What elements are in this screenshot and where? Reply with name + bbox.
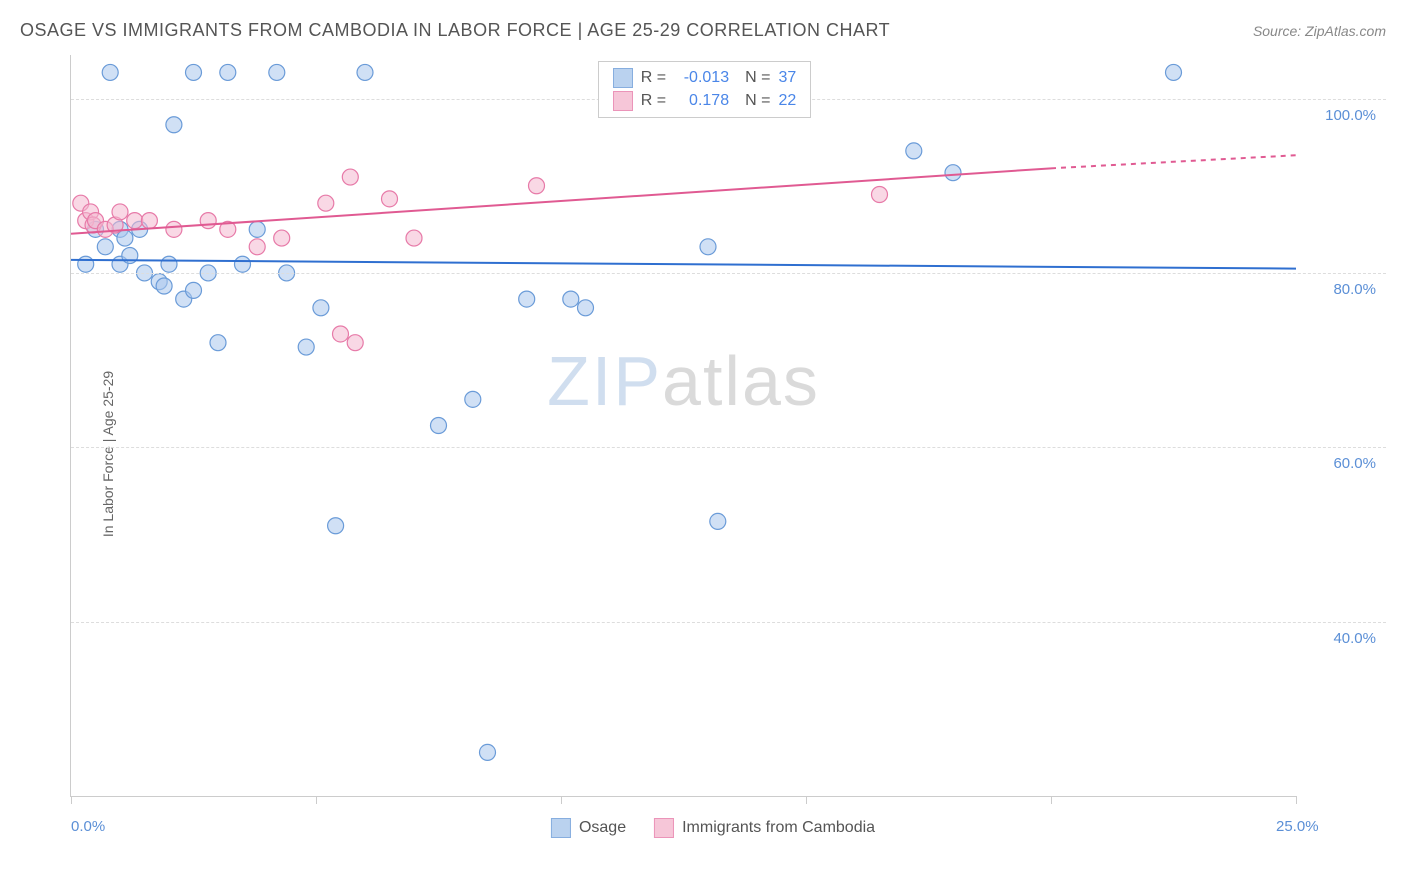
y-tick-label: 60.0%: [1333, 455, 1376, 472]
x-tick: [561, 796, 562, 804]
legend-bottom: Osage Immigrants from Cambodia: [551, 818, 875, 838]
gridline-h: [71, 447, 1386, 448]
data-point: [519, 291, 535, 307]
legend-bottom-label: Immigrants from Cambodia: [682, 819, 875, 837]
data-point: [166, 221, 182, 237]
data-point: [431, 418, 447, 434]
gridline-h: [71, 273, 1386, 274]
data-point: [112, 204, 128, 220]
data-point: [578, 300, 594, 316]
data-point: [563, 291, 579, 307]
legend-top-row: R = 0.178 N = 22: [613, 91, 796, 111]
data-point: [78, 256, 94, 272]
gridline-h: [71, 622, 1386, 623]
legend-n-label: N =: [745, 92, 770, 110]
data-point: [220, 64, 236, 80]
plot-svg: [71, 55, 1296, 796]
data-point: [274, 230, 290, 246]
data-point: [318, 195, 334, 211]
data-point: [249, 221, 265, 237]
data-point: [1166, 64, 1182, 80]
legend-n-label: N =: [745, 69, 770, 87]
data-point: [700, 239, 716, 255]
x-tick: [1051, 796, 1052, 804]
data-point: [906, 143, 922, 159]
data-point: [465, 391, 481, 407]
data-point: [210, 335, 226, 351]
data-point: [156, 278, 172, 294]
trend-line-dashed: [1051, 155, 1296, 168]
y-tick-label: 100.0%: [1325, 107, 1376, 124]
data-point: [313, 300, 329, 316]
x-tick: [71, 796, 72, 804]
legend-r-label: R =: [641, 69, 666, 87]
data-point: [328, 518, 344, 534]
data-point: [406, 230, 422, 246]
data-point: [710, 513, 726, 529]
x-tick: [316, 796, 317, 804]
chart-title: OSAGE VS IMMIGRANTS FROM CAMBODIA IN LAB…: [20, 20, 890, 41]
legend-bottom-item: Immigrants from Cambodia: [654, 818, 875, 838]
data-point: [480, 744, 496, 760]
data-point: [347, 335, 363, 351]
data-point: [235, 256, 251, 272]
legend-bottom-item: Osage: [551, 818, 626, 838]
y-tick-label: 40.0%: [1333, 630, 1376, 647]
x-tick-label: 25.0%: [1276, 818, 1319, 835]
data-point: [200, 213, 216, 229]
legend-r-label: R =: [641, 92, 666, 110]
data-point: [382, 191, 398, 207]
legend-n-value: 22: [778, 92, 796, 110]
data-point: [97, 239, 113, 255]
legend-n-value: 37: [778, 69, 796, 87]
data-point: [186, 64, 202, 80]
data-point: [357, 64, 373, 80]
trend-line: [71, 168, 1051, 233]
legend-top: R = -0.013 N = 37 R = 0.178 N = 22: [598, 61, 811, 118]
data-point: [249, 239, 265, 255]
legend-top-row: R = -0.013 N = 37: [613, 68, 796, 88]
legend-swatch: [551, 818, 571, 838]
y-tick-label: 80.0%: [1333, 281, 1376, 298]
chart-container: In Labor Force | Age 25-29 ZIPatlas 40.0…: [40, 55, 1386, 852]
data-point: [298, 339, 314, 355]
legend-swatch: [613, 91, 633, 111]
data-point: [127, 213, 143, 229]
source-label: Source: ZipAtlas.com: [1253, 23, 1386, 39]
legend-r-value: 0.178: [674, 92, 729, 110]
data-point: [166, 117, 182, 133]
data-point: [945, 165, 961, 181]
plot-area: ZIPatlas 40.0%60.0%80.0%100.0%0.0%25.0% …: [70, 55, 1296, 797]
data-point: [186, 282, 202, 298]
data-point: [342, 169, 358, 185]
legend-r-value: -0.013: [674, 69, 729, 87]
x-tick: [806, 796, 807, 804]
legend-bottom-label: Osage: [579, 819, 626, 837]
x-tick-label: 0.0%: [71, 818, 105, 835]
data-point: [872, 186, 888, 202]
trend-line: [71, 260, 1296, 269]
data-point: [529, 178, 545, 194]
data-point: [102, 64, 118, 80]
data-point: [333, 326, 349, 342]
legend-swatch: [654, 818, 674, 838]
data-point: [161, 256, 177, 272]
legend-swatch: [613, 68, 633, 88]
data-point: [141, 213, 157, 229]
x-tick: [1296, 796, 1297, 804]
data-point: [269, 64, 285, 80]
